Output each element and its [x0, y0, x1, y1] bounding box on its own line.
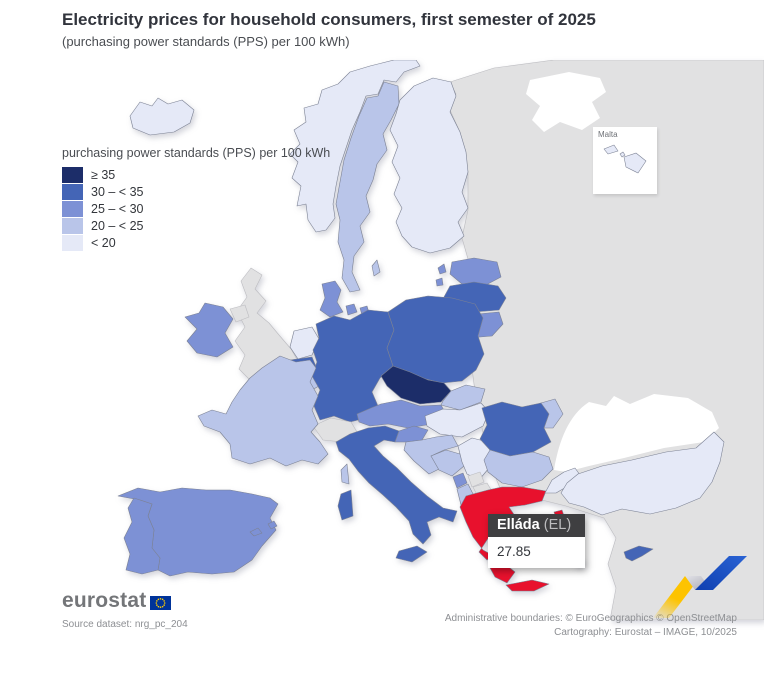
malta-shape — [603, 144, 647, 174]
attribution-boundaries: Administrative boundaries: © EuroGeograp… — [444, 613, 737, 624]
eu-flag-icon — [150, 595, 172, 610]
legend-item[interactable]: 25 – < 30 — [62, 200, 330, 217]
legend-swatch — [62, 217, 83, 234]
island-sicily[interactable] — [395, 545, 428, 563]
legend-label: 30 – < 35 — [91, 184, 144, 199]
region-turkish-thrace[interactable] — [544, 467, 581, 494]
tooltip-country-name: Elláda — [497, 517, 540, 533]
eurostat-logo: eurostat — [62, 589, 172, 613]
page-title: Electricity prices for household consume… — [62, 10, 596, 29]
tooltip-value: 27.85 — [488, 537, 585, 568]
malta-inset[interactable]: Malta — [593, 127, 657, 194]
tooltip-country-code: (EL) — [543, 517, 572, 533]
legend-swatch — [62, 200, 83, 217]
country-norway[interactable] — [289, 59, 421, 233]
country-poland[interactable] — [386, 295, 485, 384]
legend-item[interactable]: 30 – < 35 — [62, 183, 330, 200]
country-sweden[interactable] — [335, 81, 400, 293]
country-turkey[interactable] — [560, 431, 725, 516]
country-czechia[interactable] — [380, 365, 452, 405]
legend-label: ≥ 35 — [91, 167, 116, 182]
europe-map — [54, 59, 764, 621]
map-tooltip: Elláda (EL) 27.85 — [488, 514, 585, 568]
region-kosovo[interactable] — [467, 471, 485, 488]
legend-swatch — [62, 183, 83, 200]
country-denmark[interactable] — [319, 280, 370, 318]
country-portugal[interactable] — [123, 497, 161, 575]
estonia-islands[interactable] — [435, 263, 447, 287]
country-moldova[interactable] — [540, 398, 564, 429]
legend-item[interactable]: ≥ 35 — [62, 166, 330, 183]
country-finland[interactable] — [389, 77, 469, 254]
country-estonia[interactable] — [449, 257, 502, 287]
country-montenegro[interactable] — [452, 472, 468, 489]
country-ireland[interactable] — [184, 302, 234, 358]
country-romania[interactable] — [479, 401, 552, 457]
attribution: Administrative boundaries: © EuroGeograp… — [445, 612, 737, 640]
country-bosnia[interactable] — [430, 449, 465, 477]
black-sea — [554, 394, 719, 472]
islands-balearic[interactable] — [249, 520, 278, 537]
legend-swatch — [62, 234, 83, 251]
legend-label: 25 – < 30 — [91, 201, 144, 216]
eurostat-wordmark: eurostat — [62, 589, 147, 612]
legend: purchasing power standards (PPS) per 100… — [62, 146, 330, 251]
island-gotland[interactable] — [371, 259, 381, 277]
country-netherlands[interactable] — [289, 326, 320, 360]
tooltip-header: Elláda (EL) — [488, 514, 585, 537]
image-tool-logo-icon — [643, 546, 763, 625]
country-slovakia[interactable] — [440, 384, 486, 411]
region-northern-ireland[interactable] — [229, 304, 250, 323]
source-dataset: Source dataset: nrg_pc_204 — [62, 619, 188, 630]
country-cyprus[interactable] — [623, 545, 654, 562]
country-croatia[interactable] — [403, 434, 459, 475]
island-corsica[interactable] — [340, 463, 350, 485]
legend-label: < 20 — [91, 235, 116, 250]
legend-swatch — [62, 166, 83, 183]
country-france[interactable] — [197, 355, 329, 467]
country-bulgaria[interactable] — [483, 449, 554, 488]
legend-item[interactable]: 20 – < 25 — [62, 217, 330, 234]
attribution-cartography: Cartography: Eurostat – IMAGE, 10/2025 — [554, 627, 737, 638]
malta-inset-label: Malta — [598, 130, 618, 139]
island-crete[interactable] — [505, 579, 550, 592]
legend-title: purchasing power standards (PPS) per 100… — [62, 146, 331, 160]
page-subtitle: (purchasing power standards (PPS) per 10… — [62, 34, 350, 49]
lakes — [526, 72, 606, 132]
country-iceland[interactable] — [129, 97, 195, 136]
legend-item[interactable]: < 20 — [62, 234, 330, 251]
country-hungary[interactable] — [424, 402, 490, 438]
legend-label: 20 – < 25 — [91, 218, 144, 233]
island-sardinia[interactable] — [337, 489, 354, 521]
